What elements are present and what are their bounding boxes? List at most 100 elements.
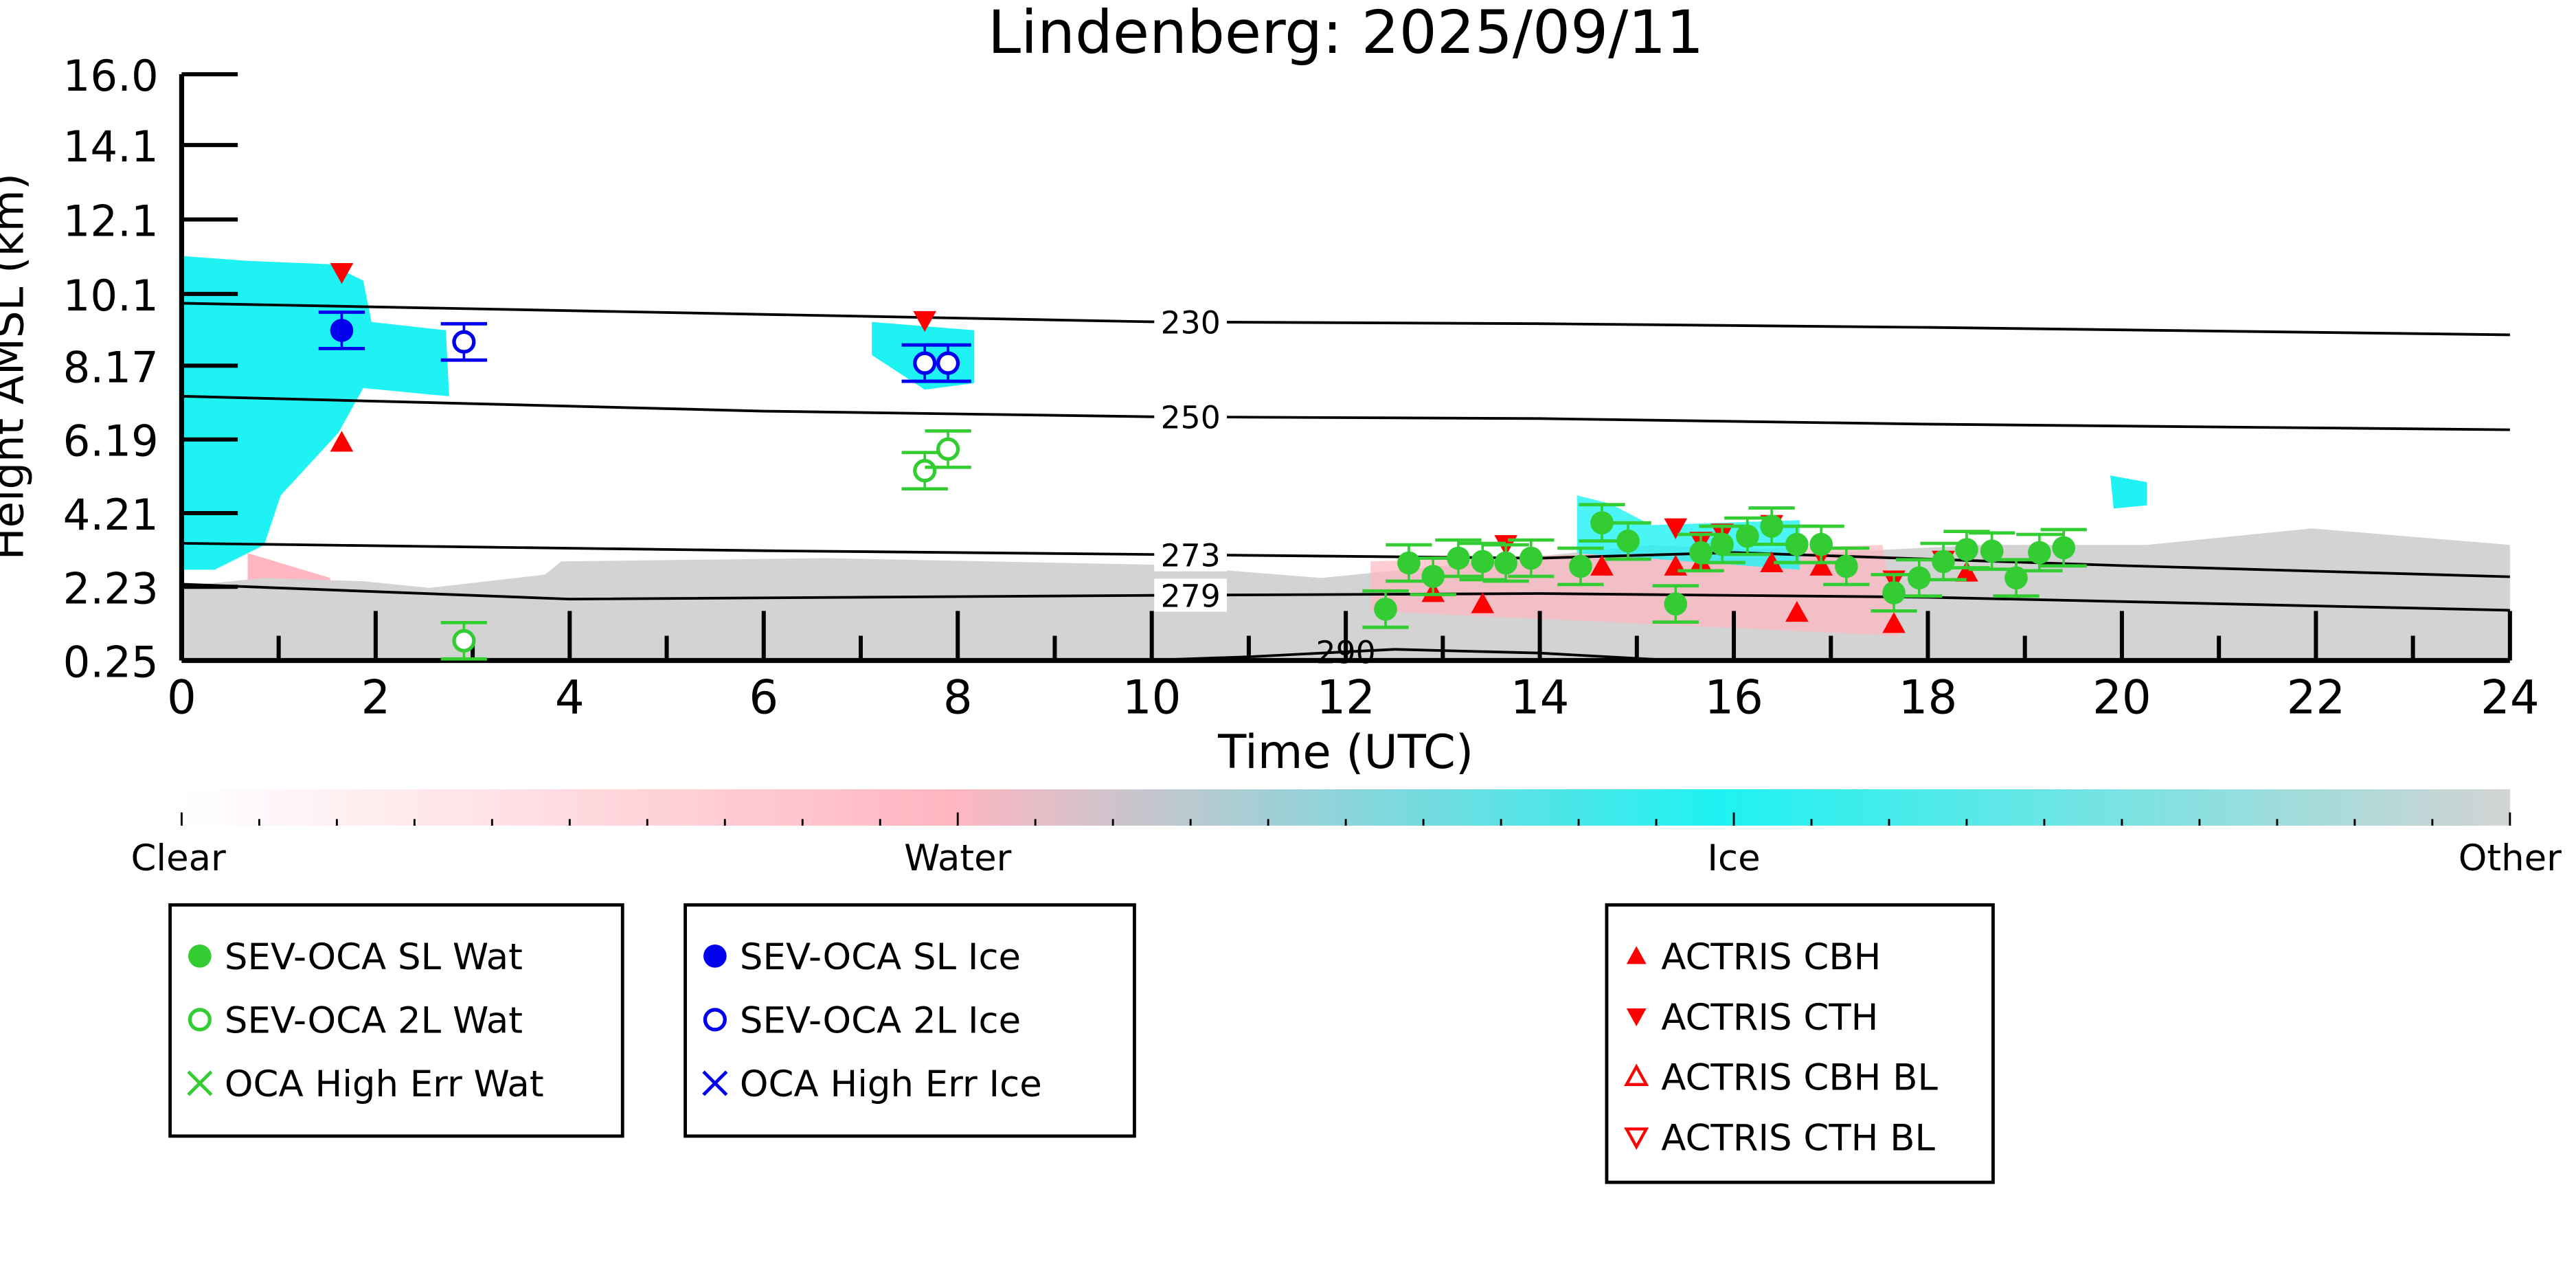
point-sev-oca-2l-wat <box>913 459 937 483</box>
contour-label-bg <box>1154 305 1228 339</box>
legend-marker <box>1626 946 1647 964</box>
x-tick-label: 2 <box>361 670 390 724</box>
point-sev-oca-sl-wat <box>1735 524 1759 548</box>
legend-box-3: ACTRIS CBH ACTRIS CTH ACTRIS CBH BL ACTRIS … <box>1605 903 1995 1184</box>
legend-marker <box>188 945 212 968</box>
legend-box-2: SEV-OCA SL Ice SEV-OCA 2L Ice OCA High Err… <box>683 903 1136 1138</box>
point-sev-oca-sl-wat <box>1421 565 1445 588</box>
x-tick-label: 18 <box>1899 670 1958 724</box>
legend-entry-label: ACTRIS CTH BL <box>1661 1117 1935 1159</box>
contour-label-bg <box>1154 538 1228 572</box>
point-actris-cbh <box>1785 600 1809 622</box>
point-sev-oca-sl-wat <box>1519 546 1543 570</box>
contour-label-bg <box>1154 400 1228 433</box>
y-axis-label: Height AMSL (km) <box>0 173 34 560</box>
point-sev-oca-sl-wat <box>2028 541 2051 565</box>
point-sev-oca-2l-wat <box>936 437 960 461</box>
cloud-mask <box>181 256 2510 661</box>
legend-marker <box>1626 1008 1647 1026</box>
legend-marker <box>187 1070 213 1096</box>
x-tick-label: 12 <box>1316 670 1375 724</box>
legend-entry-label: SEV-OCA 2L Wat <box>225 1000 523 1042</box>
point-sev-oca-sl-wat <box>1907 566 1931 590</box>
data-points <box>318 262 2087 661</box>
legend-marker <box>1624 1063 1649 1087</box>
point-sev-oca-2l-wat <box>452 629 476 653</box>
point-sev-oca-sl-wat <box>1980 539 2004 563</box>
point-sev-oca-sl-wat <box>2052 536 2076 560</box>
point-actris-cbh <box>330 431 354 452</box>
legend-entry-label: OCA High Err Wat <box>225 1063 544 1105</box>
chart-title: Lindenberg: 2025/09/11 <box>988 0 1704 67</box>
contour-line-230 <box>181 302 2510 337</box>
x-tick-label: 8 <box>943 670 973 724</box>
point-sev-oca-sl-wat <box>1447 546 1470 570</box>
y-tick-label: 2.23 <box>63 563 159 613</box>
colorbar-label-water: Water <box>904 837 1012 879</box>
y-tick-label: 14.1 <box>63 122 159 172</box>
legend-marker <box>188 1008 212 1032</box>
legend-entry-label: ACTRIS CBH BL <box>1661 1057 1938 1099</box>
x-tick-label: 10 <box>1122 670 1182 724</box>
legend-entry-label: ACTRIS CBH <box>1661 936 1881 978</box>
axes: 0 2 4 6 8 10 12 14 16 18 20 22 240.252.234.216.198.1… <box>63 51 2540 724</box>
point-actris-cth <box>913 310 937 332</box>
legend-entry-label: OCA High Err Ice <box>740 1063 1042 1105</box>
contour-label: 230 <box>1161 305 1221 341</box>
y-tick-label: 0.25 <box>63 637 159 688</box>
point-sev-oca-sl-ice <box>330 319 354 342</box>
colorbar-label-other: Other <box>2459 837 2562 879</box>
point-actris-cth <box>1664 518 1688 539</box>
point-sev-oca-2l-ice <box>913 351 937 375</box>
contour-label: 250 <box>1161 400 1221 436</box>
legend-frame <box>683 903 1136 1138</box>
legend-marker <box>703 945 727 968</box>
contour-line-250 <box>181 394 2510 431</box>
point-sev-oca-sl-wat <box>1616 529 1640 553</box>
contour-line-290 <box>1142 648 1676 662</box>
legend-marker <box>1624 1127 1649 1150</box>
point-sev-oca-2l-ice <box>936 351 960 375</box>
ice-cloud-region <box>181 256 449 570</box>
contour-label: 279 <box>1161 578 1221 614</box>
point-sev-oca-sl-wat <box>1664 592 1688 616</box>
point-sev-oca-sl-wat <box>1494 551 1517 575</box>
legend-frame <box>1605 903 1995 1184</box>
legend-marker <box>702 1070 728 1096</box>
colorbar-label-ice: Ice <box>1707 837 1760 879</box>
x-tick-label: 24 <box>2481 670 2540 724</box>
point-sev-oca-sl-wat <box>1471 550 1495 574</box>
point-sev-oca-sl-wat <box>1760 515 1783 538</box>
y-tick-label: 10.1 <box>63 271 159 321</box>
y-tick-label: 12.1 <box>63 196 159 247</box>
point-sev-oca-sl-wat <box>1809 532 1833 556</box>
x-axis-label: Time (UTC) <box>1217 725 1473 779</box>
colorbar: Clear Water Ice Other <box>131 789 2562 879</box>
point-actris-cbh <box>1760 551 1783 573</box>
point-sev-oca-sl-wat <box>1397 551 1421 575</box>
legend-entry-label: SEV-OCA SL Wat <box>225 936 523 978</box>
point-actris-cbh <box>1471 592 1495 613</box>
point-sev-oca-sl-wat <box>1785 532 1809 556</box>
x-tick-label: 6 <box>749 670 778 724</box>
point-sev-oca-2l-ice <box>452 330 476 354</box>
x-tick-label: 16 <box>1704 670 1763 724</box>
ice-cloud-region <box>2110 475 2147 509</box>
y-tick-label: 4.21 <box>63 490 159 540</box>
legend-box-1: SEV-OCA SL Wat SEV-OCA 2L Wat OCA High Err… <box>168 903 624 1138</box>
x-tick-label: 4 <box>555 670 585 724</box>
legends: SEV-OCA SL Wat SEV-OCA 2L Wat OCA High Err… <box>168 903 1995 1184</box>
point-sev-oca-sl-wat <box>1882 581 1906 605</box>
point-sev-oca-sl-wat <box>1590 511 1614 534</box>
point-sev-oca-sl-wat <box>1835 554 1858 578</box>
legend-marker <box>703 1008 727 1032</box>
contour-line-279 <box>181 583 2510 612</box>
x-tick-label: 14 <box>1511 670 1570 724</box>
contour-label: 273 <box>1161 537 1221 574</box>
point-sev-oca-sl-wat <box>1689 541 1713 565</box>
point-actris-cbh <box>1955 561 1978 582</box>
point-sev-oca-sl-wat <box>1710 532 1734 556</box>
legend-frame <box>168 903 624 1138</box>
y-tick-label: 6.19 <box>63 416 159 466</box>
